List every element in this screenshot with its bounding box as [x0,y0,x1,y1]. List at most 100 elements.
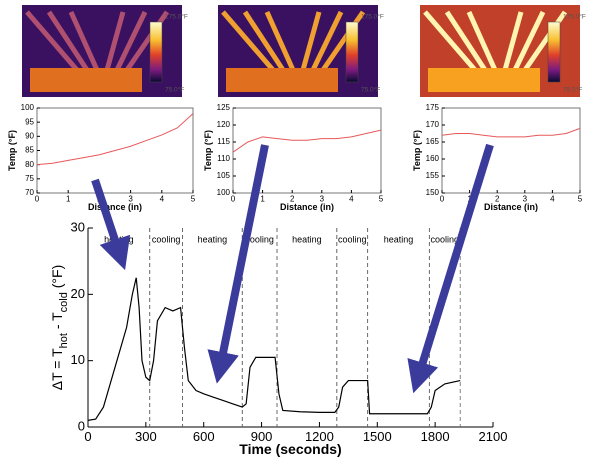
x-tick-label: 5 [191,195,196,204]
y-tick-label: 100 [21,103,35,112]
y-axis-label-part: Temp (°F) [7,130,17,171]
y-axis-label-part: ΔT = T [49,348,65,390]
strut [300,11,322,71]
y-tick-label: 75 [25,174,34,183]
arrow [207,144,269,384]
thermal-image: 175.0°F 75.0°F [420,5,586,97]
thermal-body [226,68,338,92]
thermal-body [428,68,540,92]
x-tick-label: 2 [495,195,500,204]
strut [25,10,79,72]
y-tick-label: 165 [426,137,440,146]
x-axis-label: Distance (in) [88,202,142,212]
colorbar [547,21,561,83]
phase-label: cooling [338,234,367,244]
data-line [87,277,461,421]
y-tick-label: 175 [426,103,440,112]
x-tick-label: 0 [231,195,236,204]
colorbar-min: 75.0°F [563,86,582,94]
y-tick-label: 110 [217,154,230,163]
x-tick-label: 4 [160,195,165,204]
y-axis-label: Temp (°F) [412,130,422,171]
y-tick-label: 70 [25,188,34,197]
colorbar-min: 75.0°F [361,86,380,94]
arrows [91,143,494,394]
x-tick-label: 300 [135,429,157,444]
colorbar [345,21,359,83]
y-tick-label: 155 [426,171,440,180]
y-tick-label: 80 [25,160,34,169]
x-tick-label: 900 [251,429,273,444]
y-axis-label-part: Temp (°F) [203,130,213,171]
plot-frame [441,107,581,194]
strut [320,10,366,72]
strut [104,11,126,71]
y-tick-label: 95 [25,117,34,126]
thermal-image: 175.0°F 75.0°F [22,5,188,97]
colorbar [149,21,163,83]
data-line [232,129,382,153]
colorbar-max: 175.0°F [165,13,188,21]
strut [423,10,477,72]
strut [114,10,148,72]
y-axis-label-part: Temp (°F) [412,130,422,171]
y-axis-label: Temp (°F) [203,130,213,171]
x-tick-label: 2100 [479,429,508,444]
plot-frame [232,107,382,194]
y-axis-label: ΔT = Thot - Tcold (°F) [49,265,70,391]
y-tick-label: 10 [71,352,85,367]
x-tick-label: 5 [379,195,384,204]
strut [124,10,170,72]
arrow [91,178,131,271]
y-axis-label-part: (°F) [49,265,65,292]
phase-label: cooling [245,234,274,244]
x-tick-label: 3 [320,195,325,204]
x-tick-label: 2 [290,195,295,204]
chart: 100 105 110 115 120 125 0 1 2 3 4 5 Distance (in) Tem… [203,103,383,212]
x-axis-label: Time (seconds) [239,441,341,457]
y-tick-label: 30 [71,219,85,234]
x-tick-label: 5 [578,195,583,204]
strut [221,10,275,72]
phase-label: heating [198,234,228,244]
thermal-image: 175.0°F 75.0°F [218,5,384,97]
strut [242,10,286,72]
x-tick-label: 1 [66,195,71,204]
x-axis-label: Distance (in) [280,202,334,212]
strut [512,10,546,72]
strut [444,10,488,72]
strut [264,10,296,72]
strut [310,10,344,72]
strut [466,10,498,72]
x-tick-label: 0 [35,195,40,204]
x-tick-label: 1800 [421,429,450,444]
y-axis-label-part: - T [49,312,65,333]
x-tick-label: 0 [84,429,91,444]
y-tick-label: 0 [78,418,85,433]
x-tick-label: 4 [349,195,354,204]
strut [502,11,524,71]
y-tick-label: 150 [426,188,440,197]
colorbar-max: 175.0°F [563,13,586,21]
y-tick-label: 20 [71,286,85,301]
y-axis-label-part: cold [58,292,70,312]
y-tick-label: 100 [217,188,231,197]
y-axis-label: Temp (°F) [7,130,17,171]
y-tick-label: 170 [426,120,440,129]
thermal-body [30,68,142,92]
thermal-images: 175.0°F 75.0°F 175.0°F 75.0°F 175.0°F 75.0°F [22,5,586,97]
x-tick-label: 3 [128,195,133,204]
strut [522,10,568,72]
phase-label: cooling [431,234,460,244]
y-axis-label-part: hot [58,333,70,348]
x-tick-label: 4 [550,195,555,204]
x-tick-label: 3 [523,195,528,204]
data-line [441,127,581,138]
x-axis-label: Distance (in) [484,202,538,212]
x-tick-label: 0 [440,195,445,204]
colorbar-max: 175.0°F [361,13,384,21]
